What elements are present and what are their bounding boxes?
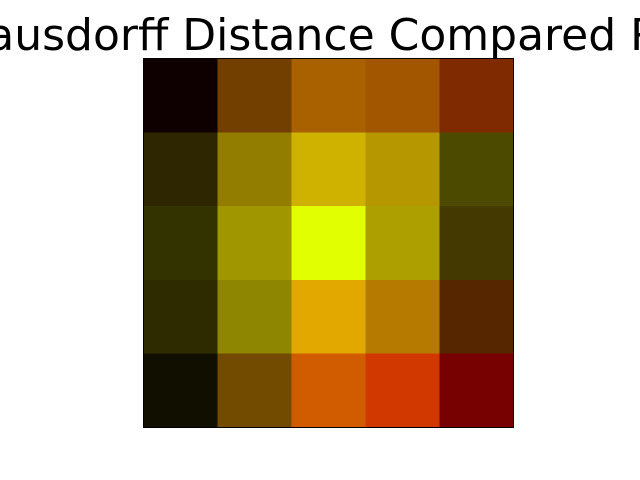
heatmap-cell-r0-c3 bbox=[365, 58, 440, 133]
heatmap-cell-r1-c1 bbox=[217, 132, 292, 207]
heatmap-cell-r1-c4 bbox=[439, 132, 514, 207]
heatmap-cell-r0-c1 bbox=[217, 58, 292, 133]
heatmap-cell-r1-c0 bbox=[143, 132, 218, 207]
heatmap-cell-r2-c1 bbox=[217, 206, 292, 281]
heatmap-cell-r0-c4 bbox=[439, 58, 514, 133]
heatmap-cell-r1-c2 bbox=[291, 132, 366, 207]
heatmap-cell-r3-c1 bbox=[217, 279, 292, 355]
heatmap-cell-r3-c4 bbox=[439, 279, 514, 355]
heatmap-cell-r3-c0 bbox=[143, 279, 218, 355]
heatmap-cell-r4-c0 bbox=[143, 353, 218, 428]
plot-frame bbox=[143, 58, 514, 428]
heatmap-cell-r3-c2 bbox=[291, 279, 366, 355]
chart-title: Hausdorff Distance Compared Re bbox=[0, 10, 640, 61]
heatmap-cell-r3-c3 bbox=[365, 279, 440, 355]
heatmap-cell-r2-c3 bbox=[365, 206, 440, 281]
heatmap-cell-r4-c2 bbox=[291, 353, 366, 428]
heatmap-cell-r4-c3 bbox=[365, 353, 440, 428]
heatmap-cell-r2-c4 bbox=[439, 206, 514, 281]
heatmap-cell-r0-c0 bbox=[143, 58, 218, 133]
heatmap-cell-r4-c1 bbox=[217, 353, 292, 428]
heatmap-cells bbox=[143, 58, 514, 428]
heatmap-cell-r1-c3 bbox=[365, 132, 440, 207]
heatmap-cell-r2-c2 bbox=[291, 206, 366, 281]
heatmap-cell-r0-c2 bbox=[291, 58, 366, 133]
heatmap-cell-r4-c4 bbox=[439, 353, 514, 428]
heatmap-cell-r2-c0 bbox=[143, 206, 218, 281]
